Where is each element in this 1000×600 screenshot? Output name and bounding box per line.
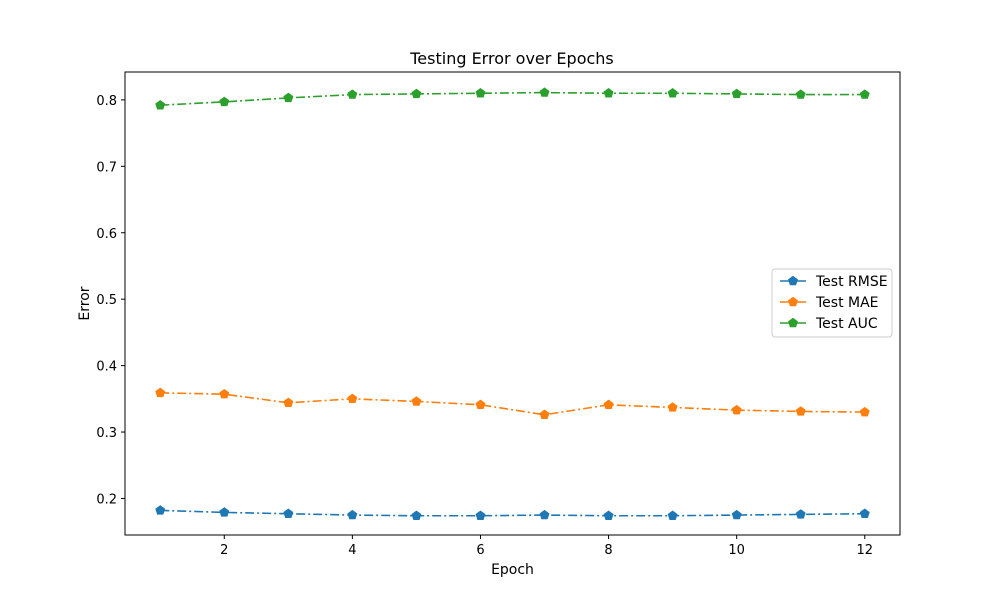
series-lines — [155, 87, 870, 520]
y-tick-label: 0.7 — [96, 160, 117, 175]
data-point — [667, 510, 678, 520]
legend: Test RMSE Test MAE Test AUC — [771, 268, 893, 338]
data-point — [539, 409, 550, 419]
x-tick-label: 12 — [856, 543, 873, 558]
series-line — [160, 91, 865, 107]
chart-title: Testing Error over Epochs — [409, 49, 614, 68]
data-point — [795, 89, 806, 99]
data-point — [859, 508, 870, 518]
data-point — [859, 89, 870, 99]
y-tick-label: 0.8 — [96, 94, 117, 109]
data-point — [219, 388, 230, 399]
series-test-mae — [155, 387, 870, 419]
x-tick-label: 6 — [476, 543, 484, 558]
data-point — [347, 89, 358, 99]
y-axis-label: Error — [77, 286, 93, 320]
data-point — [859, 406, 870, 417]
data-point — [411, 510, 422, 520]
data-point — [603, 88, 614, 98]
data-point — [539, 87, 550, 97]
y-tick-label: 0.3 — [96, 426, 117, 441]
axes-frame — [124, 71, 901, 536]
data-point — [475, 510, 486, 520]
data-point — [155, 387, 166, 398]
data-point — [283, 92, 294, 103]
y-tick-label: 0.2 — [96, 492, 117, 507]
series-test-auc — [155, 87, 870, 110]
legend-label: Test MAE — [815, 295, 879, 311]
series-test-rmse — [155, 505, 870, 520]
data-point — [347, 509, 358, 520]
data-point — [411, 88, 422, 99]
y-tick-label: 0.4 — [96, 360, 117, 375]
data-point — [475, 399, 486, 410]
data-point — [475, 88, 486, 98]
legend-label: Test AUC — [815, 316, 878, 332]
data-point — [283, 508, 294, 518]
data-point — [795, 406, 806, 416]
axis-ticks: 2 4 6 8 10 12 0.2 0.3 0.4 0.5 0.6 0.7 0.8 — [96, 94, 873, 558]
legend-box — [771, 268, 893, 338]
x-tick-label: 4 — [348, 543, 356, 558]
x-tick-label: 10 — [728, 543, 745, 558]
y-tick-label: 0.5 — [96, 293, 117, 308]
data-point — [219, 507, 230, 517]
x-axis-label: Epoch — [491, 562, 534, 578]
data-point — [155, 99, 166, 110]
y-tick-label: 0.6 — [96, 227, 117, 242]
data-point — [603, 399, 614, 410]
legend-entry: Test MAE — [780, 295, 879, 311]
legend-marker — [788, 275, 798, 286]
legend-marker — [788, 296, 798, 307]
legend-label: Test RMSE — [815, 274, 888, 290]
data-point — [219, 96, 230, 107]
data-point — [731, 509, 742, 520]
data-point — [731, 88, 742, 99]
legend-entry: Test AUC — [780, 316, 878, 332]
legend-marker — [788, 317, 798, 328]
series-line — [160, 392, 865, 416]
series-line — [160, 509, 865, 517]
data-point — [347, 393, 358, 404]
x-tick-label: 8 — [604, 543, 612, 558]
data-point — [283, 397, 294, 408]
legend-entry: Test RMSE — [780, 274, 888, 290]
data-point — [795, 509, 806, 519]
data-point — [603, 510, 614, 520]
data-point — [731, 404, 742, 415]
data-point — [155, 505, 166, 515]
data-point — [667, 402, 678, 412]
data-point — [539, 509, 550, 520]
x-tick-label: 2 — [220, 543, 228, 558]
data-point — [411, 396, 422, 406]
data-point — [667, 88, 678, 98]
